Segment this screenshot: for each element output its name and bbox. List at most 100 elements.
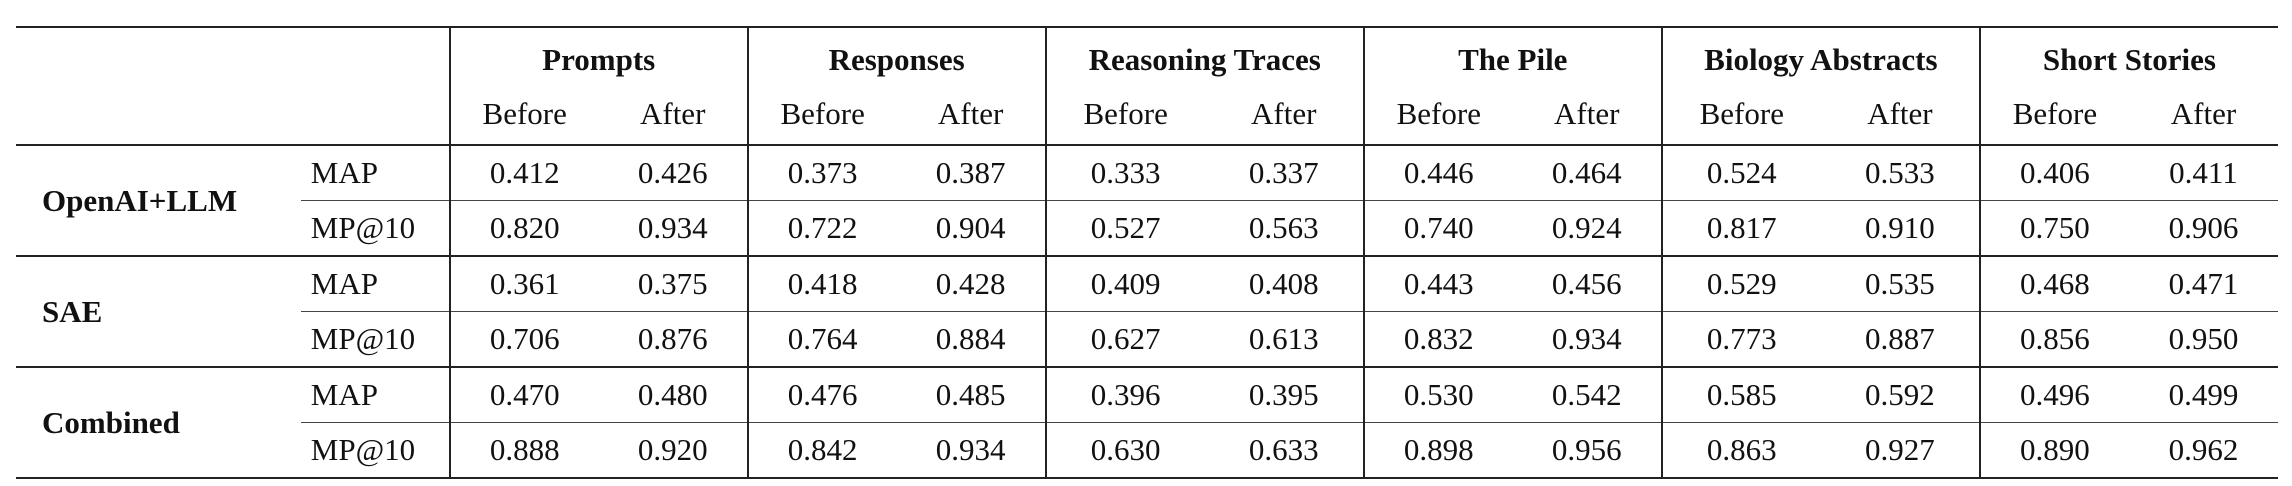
header-empty-cell	[16, 26, 301, 88]
dataset-header-row: Prompts Responses Reasoning Traces The P…	[16, 26, 2278, 88]
value-cell: 0.387	[896, 144, 1046, 201]
header-empty-cell	[16, 88, 301, 145]
metric-label: MP@10	[300, 422, 450, 479]
value-cell: 0.456	[1512, 255, 1662, 312]
results-table: Prompts Responses Reasoning Traces The P…	[16, 26, 2278, 479]
value-cell: 0.920	[598, 422, 748, 479]
value-cell: 0.361	[448, 255, 599, 312]
value-cell: 0.740	[1362, 200, 1513, 256]
value-cell: 0.418	[746, 255, 897, 312]
value-cell: 0.950	[2128, 311, 2278, 367]
value-cell: 0.613	[1204, 311, 1364, 367]
value-cell: 0.428	[896, 255, 1046, 312]
metric-label: MAP	[300, 144, 450, 201]
dataset-header: The Pile	[1362, 26, 1662, 88]
value-cell: 0.468	[1978, 255, 2129, 312]
header-empty-cell	[301, 88, 450, 145]
model-name: Combined	[16, 366, 301, 479]
value-cell: 0.464	[1512, 144, 1662, 201]
value-cell: 0.906	[2128, 200, 2278, 256]
after-header: After	[1251, 96, 1317, 131]
value-cell: 0.627	[1044, 311, 1205, 367]
after-header: After	[1554, 96, 1620, 131]
value-cell: 0.856	[1978, 311, 2129, 367]
value-cell: 0.499	[2128, 366, 2278, 423]
before-header: Before	[1978, 88, 2129, 145]
value-cell: 0.527	[1044, 200, 1205, 256]
before-after-header-row: Before After Before After Before After B…	[16, 88, 2278, 145]
value-cell: 0.924	[1512, 200, 1662, 256]
before-header: Before	[1362, 88, 1513, 145]
after-header: After	[639, 96, 706, 131]
metric-label: MAP	[300, 255, 450, 312]
value-cell: 0.934	[1512, 311, 1662, 367]
header-empty-cell	[300, 26, 450, 88]
value-cell: 0.396	[1044, 366, 1205, 423]
value-cell: 0.395	[1204, 366, 1364, 423]
value-cell: 0.480	[598, 366, 748, 423]
value-cell: 0.530	[1362, 366, 1513, 423]
value-cell: 0.890	[1978, 422, 2129, 479]
results-body: OpenAI+LLM MAP 0.412 0.426 0.373 0.387 0.333 0.…	[16, 144, 2278, 479]
dataset-header: Responses	[746, 26, 1046, 88]
value-cell: 0.764	[746, 311, 897, 367]
value-cell: 0.910	[1820, 200, 1980, 256]
value-cell: 0.426	[598, 144, 748, 201]
before-header: Before	[1044, 88, 1205, 145]
value-cell: 0.563	[1204, 200, 1364, 256]
table-row: MP@10 0.888 0.920 0.842 0.934 0.630 0.633 0.898…	[16, 422, 2278, 479]
value-cell: 0.956	[1512, 422, 1662, 479]
table-row: SAE MAP 0.361 0.375 0.418 0.428 0.409 0.408 0.44…	[16, 255, 2278, 367]
dataset-header: Prompts	[448, 26, 748, 88]
value-cell: 0.485	[896, 366, 1046, 423]
value-cell: 0.962	[2128, 422, 2278, 479]
value-cell: 0.876	[598, 311, 748, 367]
value-cell: 0.722	[746, 200, 897, 256]
value-cell: 0.633	[1204, 422, 1364, 479]
value-cell: 0.904	[896, 200, 1046, 256]
table-row: MP@10 0.820 0.934 0.722 0.904 0.527 0.563 0.740…	[16, 200, 2278, 256]
value-cell: 0.817	[1660, 200, 1821, 256]
value-cell: 0.535	[1820, 255, 1980, 312]
value-cell: 0.585	[1660, 366, 1821, 423]
dataset-header: Short Stories	[1978, 26, 2278, 88]
value-cell: 0.898	[1362, 422, 1513, 479]
dataset-header: Reasoning Traces	[1044, 26, 1364, 88]
value-cell: 0.927	[1820, 422, 1980, 479]
results-table-container: Prompts Responses Reasoning Traces The P…	[16, 26, 2278, 479]
value-cell: 0.888	[448, 422, 599, 479]
metric-label: MAP	[300, 366, 450, 423]
value-cell: 0.409	[1044, 255, 1205, 312]
value-cell: 0.373	[746, 144, 897, 201]
metric-label: MP@10	[300, 311, 450, 367]
after-header: After	[2170, 96, 2237, 131]
value-cell: 0.820	[448, 200, 599, 256]
value-cell: 0.934	[896, 422, 1046, 479]
value-cell: 0.630	[1044, 422, 1205, 479]
value-cell: 0.408	[1204, 255, 1364, 312]
before-header: Before	[1660, 88, 1821, 145]
value-cell: 0.750	[1978, 200, 2129, 256]
value-cell: 0.542	[1512, 366, 1662, 423]
value-cell: 0.773	[1660, 311, 1821, 367]
value-cell: 0.470	[448, 366, 599, 423]
value-cell: 0.887	[1820, 311, 1980, 367]
before-header: Before	[746, 88, 897, 145]
model-name: SAE	[16, 255, 301, 367]
value-cell: 0.446	[1362, 144, 1513, 201]
value-cell: 0.706	[448, 311, 599, 367]
value-cell: 0.934	[598, 200, 748, 256]
value-cell: 0.375	[598, 255, 748, 312]
after-header: After	[937, 96, 1004, 131]
metric-label: MP@10	[300, 200, 450, 256]
value-cell: 0.592	[1820, 366, 1980, 423]
table-row: OpenAI+LLM MAP 0.412 0.426 0.373 0.387 0.333 0.…	[16, 144, 2278, 256]
value-cell: 0.884	[896, 311, 1046, 367]
value-cell: 0.412	[448, 144, 599, 201]
value-cell: 0.863	[1660, 422, 1821, 479]
value-cell: 0.524	[1660, 144, 1821, 201]
value-cell: 0.529	[1660, 255, 1821, 312]
value-cell: 0.533	[1820, 144, 1980, 201]
model-name: OpenAI+LLM	[16, 144, 301, 256]
value-cell: 0.476	[746, 366, 897, 423]
